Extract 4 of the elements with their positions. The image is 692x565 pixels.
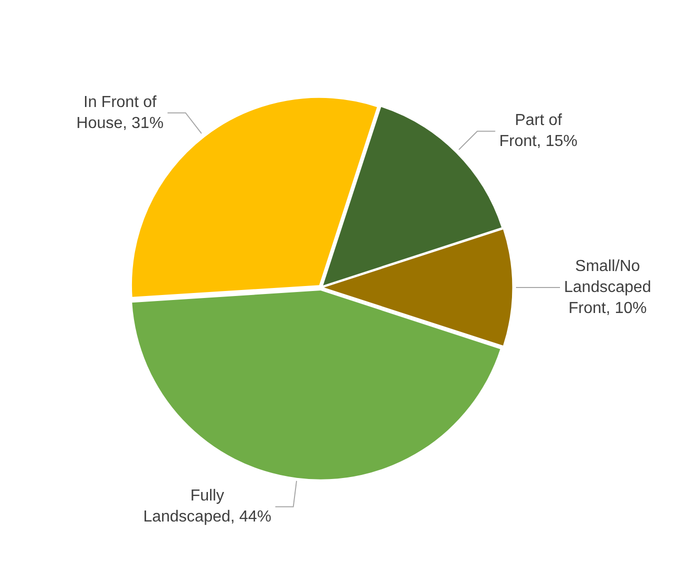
slice-label: Fully Landscaped, 44% — [143, 488, 272, 526]
slice-label: Part of Front, 15% — [499, 112, 578, 150]
slice-label: Small/No Landscaped Front, 10% — [564, 258, 652, 317]
slice-label: In Front of House, 31% — [76, 94, 164, 132]
